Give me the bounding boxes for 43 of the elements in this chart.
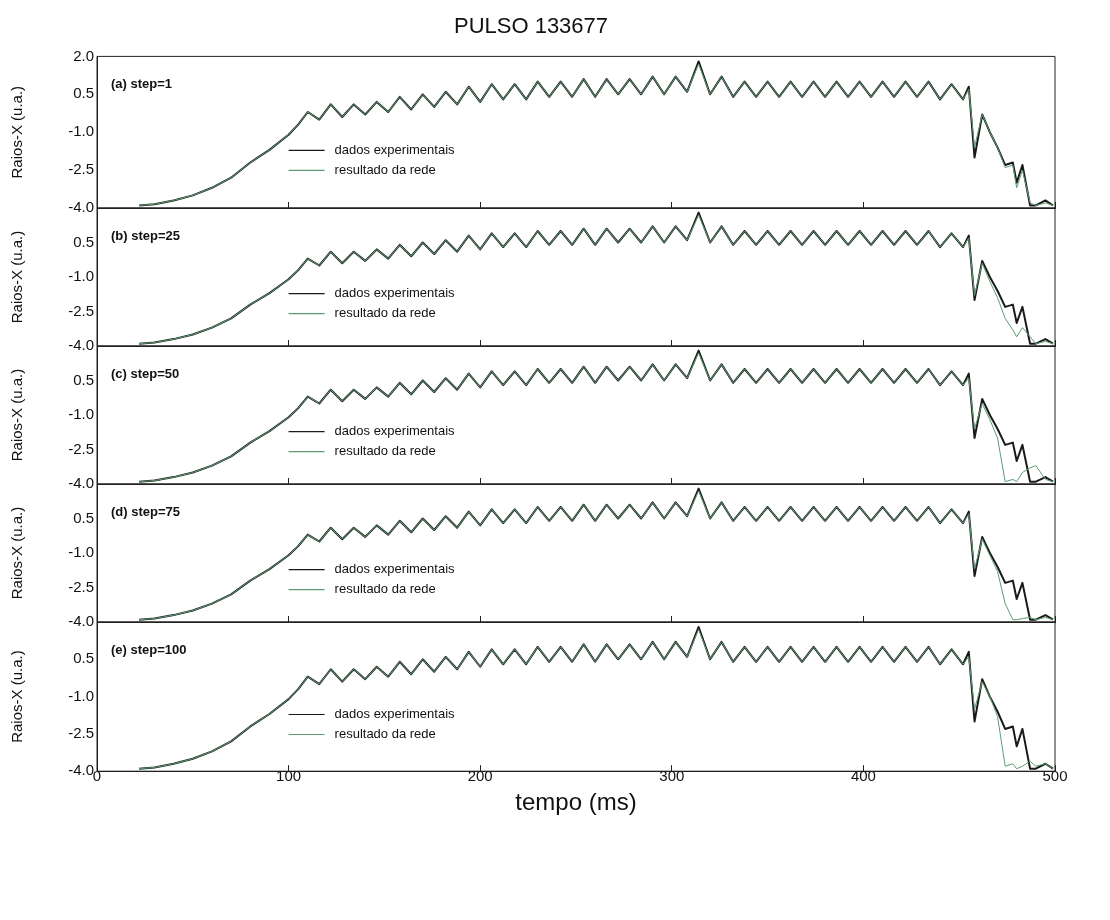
legend-label: dados experimentais (334, 423, 456, 439)
annotation: (c) step=50 (111, 365, 180, 381)
annotation: (a) step=1 (111, 75, 173, 91)
legend-label: dados experimentais (334, 561, 456, 577)
legend-label: resultado da rede (334, 161, 436, 177)
y-tick-label: 2.0 (73, 46, 94, 64)
y-tick-label: -2.5 (68, 160, 94, 178)
y-tick-label: -1.0 (68, 122, 94, 140)
y-axis-title: Raios-X (u.a.) (8, 230, 26, 324)
y-axis-title: Raios-X (u.a.) (8, 85, 26, 179)
y-tick-label: -4.0 (68, 198, 94, 216)
annotation: (e) step=100 (111, 641, 187, 657)
y-tick-label: -1.0 (68, 543, 94, 561)
y-tick-label: -4.0 (68, 761, 94, 779)
legend-label: resultado da rede (334, 581, 436, 597)
y-tick-label: 0.5 (73, 649, 94, 667)
y-tick-label: -4.0 (68, 474, 94, 492)
annotation: (b) step=25 (111, 227, 180, 243)
y-tick-label: -4.0 (68, 612, 94, 630)
y-tick-label: 0.5 (73, 232, 94, 250)
legend-label: dados experimentais (334, 141, 456, 157)
legend-label: resultado da rede (334, 443, 436, 459)
annotation: (d) step=75 (111, 503, 180, 519)
y-tick-label: -1.0 (68, 405, 94, 423)
legend-label: resultado da rede (334, 305, 436, 321)
y-tick-label: -2.5 (68, 301, 94, 319)
chart-title: PULSO 133677 (453, 13, 609, 39)
y-tick-label: 0.5 (73, 508, 94, 526)
y-tick-label: 0.5 (73, 370, 94, 388)
legend-label: resultado da rede (334, 726, 436, 742)
y-tick-label: 0.5 (73, 84, 94, 102)
y-axis-title: Raios-X (u.a.) (8, 506, 26, 600)
x-axis-title: tempo (ms) (515, 788, 637, 816)
y-tick-label: -1.0 (68, 267, 94, 285)
y-tick-label: -2.5 (68, 439, 94, 457)
y-tick-label: -2.5 (68, 724, 94, 742)
y-tick-label: -1.0 (68, 686, 94, 704)
y-tick-label: -4.0 (68, 336, 94, 354)
legend-label: dados experimentais (334, 285, 456, 301)
y-tick-label: -2.5 (68, 577, 94, 595)
y-axis-title: Raios-X (u.a.) (8, 368, 26, 462)
legend-label: dados experimentais (334, 706, 456, 722)
y-axis-title: Raios-X (u.a.) (8, 650, 26, 743)
